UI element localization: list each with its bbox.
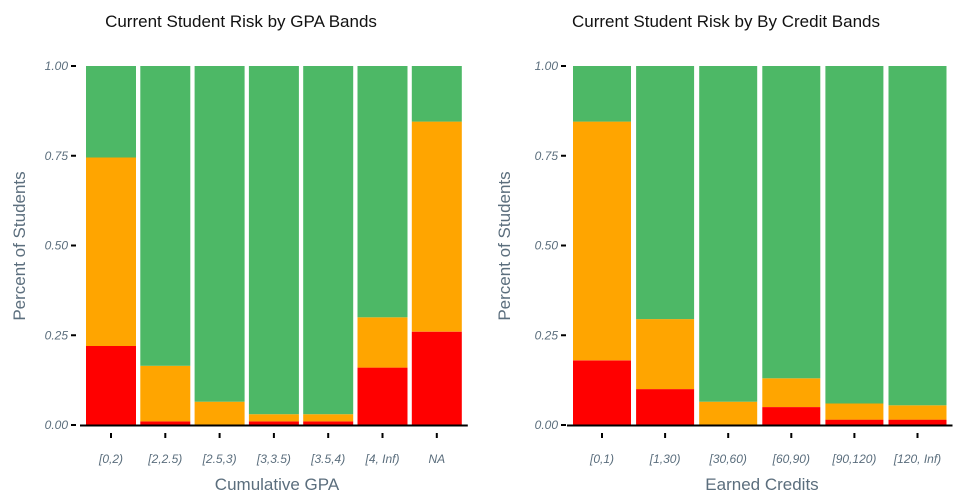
bar-segment-low	[825, 66, 884, 404]
bar-segment-medium	[357, 317, 408, 368]
x-tick-label: [1,30)	[649, 452, 681, 466]
y-tick-label: 0.75	[535, 149, 559, 163]
y-tick-label: 0.00	[535, 418, 559, 432]
bar-segment-medium	[699, 401, 758, 425]
chart-panel-gpa: Current Student Risk by GPA Bands Cumula…	[10, 12, 468, 494]
bar-segment-low	[573, 66, 631, 122]
chart-title: Current Student Risk by GPA Bands	[105, 12, 377, 31]
x-tick-label: [3.5,4)	[310, 452, 345, 466]
y-tick-label: 1.00	[45, 59, 69, 73]
bar-segment-high	[762, 407, 821, 425]
bar-segment-high	[825, 419, 884, 425]
bar-segment-high	[303, 421, 354, 425]
bar-segment-low	[357, 66, 408, 318]
bar-segment-high	[573, 360, 631, 425]
chart-panel-credits: Current Student Risk by By Credit Bands …	[495, 12, 953, 494]
x-tick-label: [4, Inf)	[364, 452, 399, 466]
bar-segment-medium	[573, 121, 631, 361]
bar-segment-high	[86, 346, 136, 425]
bar-segment-low	[762, 66, 821, 379]
bar-segment-medium	[194, 401, 245, 425]
x-tick-label: [2,2.5)	[147, 452, 182, 466]
bar-segment-high	[357, 367, 408, 425]
x-tick-label: [30,60)	[709, 452, 747, 466]
y-tick-label: 0.50	[535, 239, 559, 253]
y-tick-label: 0.00	[45, 418, 69, 432]
x-tick-label: [60,90)	[772, 452, 810, 466]
bar-segment-high	[140, 421, 191, 425]
chart-title: Current Student Risk by By Credit Bands	[572, 12, 880, 31]
bar-segment-medium	[888, 405, 947, 420]
x-tick-label: NA	[428, 452, 445, 466]
bar-segment-medium	[86, 157, 136, 346]
x-axis-title: Earned Credits	[705, 475, 818, 494]
bar-segment-medium	[248, 414, 299, 422]
x-axis-title: Cumulative GPA	[215, 475, 340, 494]
bar-segment-high	[248, 421, 299, 425]
bar-segment-low	[303, 66, 354, 415]
x-tick-label: [2.5,3)	[202, 452, 237, 466]
bar-segment-medium	[762, 378, 821, 407]
bar-segment-high	[636, 389, 695, 425]
x-tick-label: [120, Inf)	[893, 452, 941, 466]
bar-segment-high	[411, 331, 462, 425]
bar-segment-low	[248, 66, 299, 415]
x-tick-label: [0,2)	[98, 452, 123, 466]
x-tick-label: [0,1)	[589, 452, 614, 466]
x-tick-label: [3,3.5)	[256, 452, 291, 466]
bar-segment-low	[411, 66, 462, 122]
y-tick-label: 0.25	[535, 328, 559, 342]
bar-segment-low	[888, 66, 947, 406]
bar-segment-low	[699, 66, 758, 402]
y-tick-label: 0.50	[45, 239, 69, 253]
y-tick-label: 1.00	[535, 59, 559, 73]
x-tick-label: [90,120)	[831, 452, 876, 466]
bar-segment-medium	[825, 403, 884, 420]
bar-segment-medium	[140, 365, 191, 422]
bar-segment-medium	[411, 121, 462, 332]
bar-segment-low	[636, 66, 695, 320]
bar-segment-medium	[636, 319, 695, 390]
bar-segment-low	[140, 66, 191, 366]
bar-segment-low	[194, 66, 245, 402]
bar-segment-low	[86, 66, 136, 158]
y-tick-label: 0.75	[45, 149, 69, 163]
y-tick-label: 0.25	[45, 328, 69, 342]
bar-segment-medium	[303, 414, 354, 422]
y-axis-title: Percent of Students	[495, 171, 514, 320]
bar-segment-high	[888, 419, 947, 425]
y-axis-title: Percent of Students	[10, 171, 29, 320]
